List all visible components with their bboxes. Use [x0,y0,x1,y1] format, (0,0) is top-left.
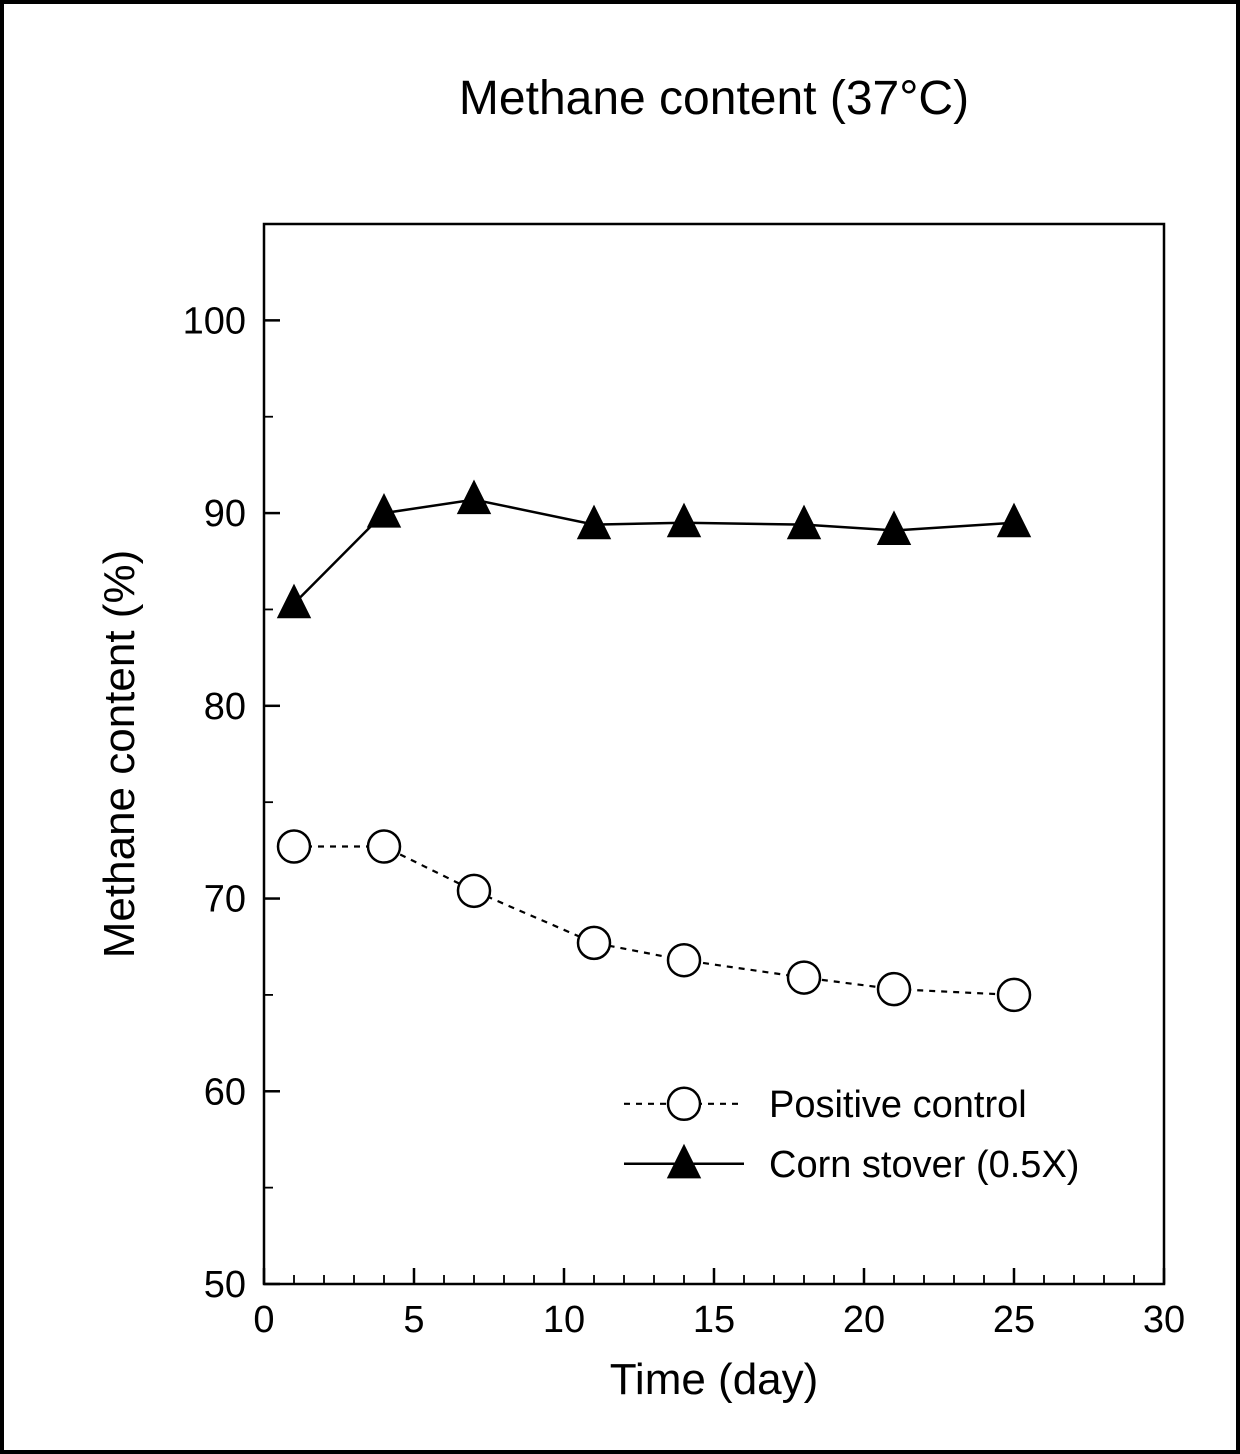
series-marker [458,875,490,907]
x-tick-label: 30 [1143,1299,1185,1341]
series-marker [368,831,400,863]
chart-title: Methane content (37°C) [459,72,969,125]
legend-marker [668,1088,700,1120]
legend-label: Corn stover (0.5X) [769,1144,1079,1186]
series-marker [668,944,700,976]
y-tick-label: 70 [204,879,246,921]
y-axis-label: Methane content (%) [95,550,144,958]
y-tick-label: 80 [204,686,246,728]
y-tick-label: 50 [204,1264,246,1306]
x-tick-label: 25 [993,1299,1035,1341]
figure-frame: Methane content (37°C) 0 5 10 15 20 25 30 50 60 70… [0,0,1240,1454]
x-tick-label: 0 [253,1299,274,1341]
series-marker [278,831,310,863]
series-marker [998,979,1030,1011]
y-tick-label: 90 [204,493,246,535]
y-tick-label: 60 [204,1071,246,1113]
x-tick-label: 10 [543,1299,585,1341]
series-marker [878,973,910,1005]
x-tick-label: 15 [693,1299,735,1341]
plot-area [264,224,1164,1284]
x-tick-label: 5 [403,1299,424,1341]
y-tick-label: 100 [183,300,246,342]
series-marker [578,927,610,959]
legend-label: Positive control [769,1084,1027,1126]
methane-chart: Methane content (37°C) 0 5 10 15 20 25 30 50 60 70… [4,4,1236,1450]
x-tick-label: 20 [843,1299,885,1341]
series-marker [788,962,820,994]
x-axis-label: Time (day) [610,1355,819,1404]
